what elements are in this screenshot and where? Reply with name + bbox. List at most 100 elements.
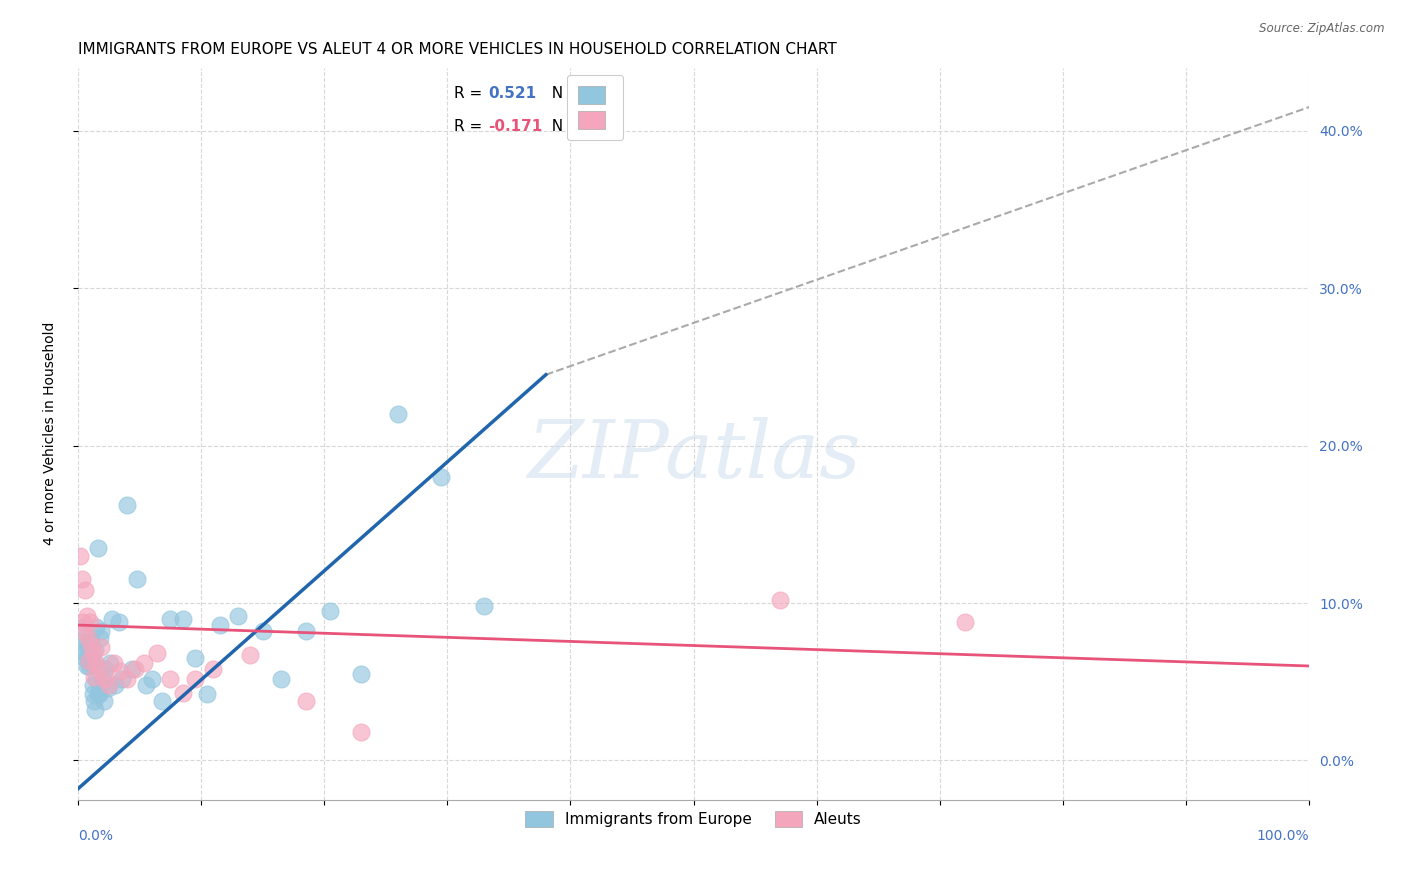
Point — [75, 651, 97, 665]
Point — [101, 612, 124, 626]
Point — [80, 633, 103, 648]
Point — [387, 407, 409, 421]
Text: Source: ZipAtlas.com: Source: ZipAtlas.com — [1260, 22, 1385, 36]
Text: ZIPatlas: ZIPatlas — [527, 417, 860, 494]
Point — [107, 615, 129, 629]
Point — [226, 608, 249, 623]
Point — [90, 624, 112, 639]
Point — [184, 672, 207, 686]
Point — [69, 549, 91, 563]
Point — [86, 656, 108, 670]
Point — [76, 635, 98, 649]
Point — [77, 654, 100, 668]
Text: 32: 32 — [586, 119, 607, 134]
Point — [86, 541, 108, 555]
Point — [104, 678, 127, 692]
Point — [141, 672, 163, 686]
Point — [87, 687, 110, 701]
Point — [87, 662, 110, 676]
Point — [83, 670, 105, 684]
Point — [94, 672, 117, 686]
Point — [125, 573, 148, 587]
Point — [93, 693, 115, 707]
Point — [94, 662, 117, 676]
Point — [77, 659, 100, 673]
Point — [70, 573, 93, 587]
Point — [76, 651, 98, 665]
Text: N =: N = — [543, 119, 586, 134]
Text: R =: R = — [454, 86, 486, 101]
Point — [319, 604, 342, 618]
Point — [79, 615, 101, 629]
Point — [202, 662, 225, 676]
Y-axis label: 4 or more Vehicles in Household: 4 or more Vehicles in Household — [44, 322, 58, 545]
Point — [252, 624, 274, 639]
Point — [184, 651, 207, 665]
Point — [77, 643, 100, 657]
Point — [159, 672, 181, 686]
Point — [79, 637, 101, 651]
Point — [89, 631, 111, 645]
Point — [73, 624, 96, 639]
Point — [86, 672, 108, 686]
Point — [135, 678, 157, 692]
Point — [103, 656, 125, 670]
Point — [76, 659, 98, 673]
Point — [80, 639, 103, 653]
Point — [76, 640, 98, 654]
Point — [159, 612, 181, 626]
Point — [97, 678, 120, 692]
Point — [90, 640, 112, 654]
Text: 0.0%: 0.0% — [77, 830, 112, 843]
Text: R =: R = — [454, 119, 486, 134]
Point — [70, 635, 93, 649]
Point — [172, 686, 194, 700]
Point — [86, 620, 108, 634]
Point — [121, 662, 143, 676]
Text: 56: 56 — [586, 86, 607, 101]
Point — [83, 693, 105, 707]
Point — [953, 615, 976, 629]
Legend: Immigrants from Europe, Aleuts: Immigrants from Europe, Aleuts — [516, 802, 872, 836]
Point — [111, 672, 134, 686]
Point — [124, 662, 146, 676]
Point — [108, 664, 131, 678]
Point — [172, 612, 194, 626]
Point — [82, 678, 104, 692]
Point — [84, 703, 107, 717]
Point — [91, 672, 114, 686]
Point — [72, 620, 94, 634]
Point — [472, 599, 495, 614]
Point — [134, 656, 156, 670]
Point — [350, 725, 373, 739]
Point — [82, 647, 104, 661]
Point — [83, 656, 105, 670]
Text: -0.171: -0.171 — [488, 119, 543, 134]
Point — [73, 647, 96, 661]
Point — [350, 666, 373, 681]
Text: IMMIGRANTS FROM EUROPE VS ALEUT 4 OR MORE VEHICLES IN HOUSEHOLD CORRELATION CHAR: IMMIGRANTS FROM EUROPE VS ALEUT 4 OR MOR… — [77, 42, 837, 57]
Point — [96, 681, 118, 695]
Point — [72, 615, 94, 629]
Point — [195, 687, 218, 701]
Point — [115, 672, 138, 686]
Text: 0.521: 0.521 — [488, 86, 536, 101]
Point — [76, 631, 98, 645]
Point — [430, 470, 453, 484]
Point — [98, 656, 121, 670]
Point — [294, 624, 316, 639]
Text: 100.0%: 100.0% — [1257, 830, 1309, 843]
Point — [239, 648, 262, 662]
Point — [76, 608, 98, 623]
Point — [84, 643, 107, 657]
Point — [79, 656, 101, 670]
Point — [270, 672, 292, 686]
Point — [208, 618, 231, 632]
Point — [145, 647, 167, 661]
Point — [769, 592, 792, 607]
Point — [294, 693, 316, 707]
Point — [150, 693, 173, 707]
Point — [82, 687, 104, 701]
Point — [75, 583, 97, 598]
Point — [86, 687, 108, 701]
